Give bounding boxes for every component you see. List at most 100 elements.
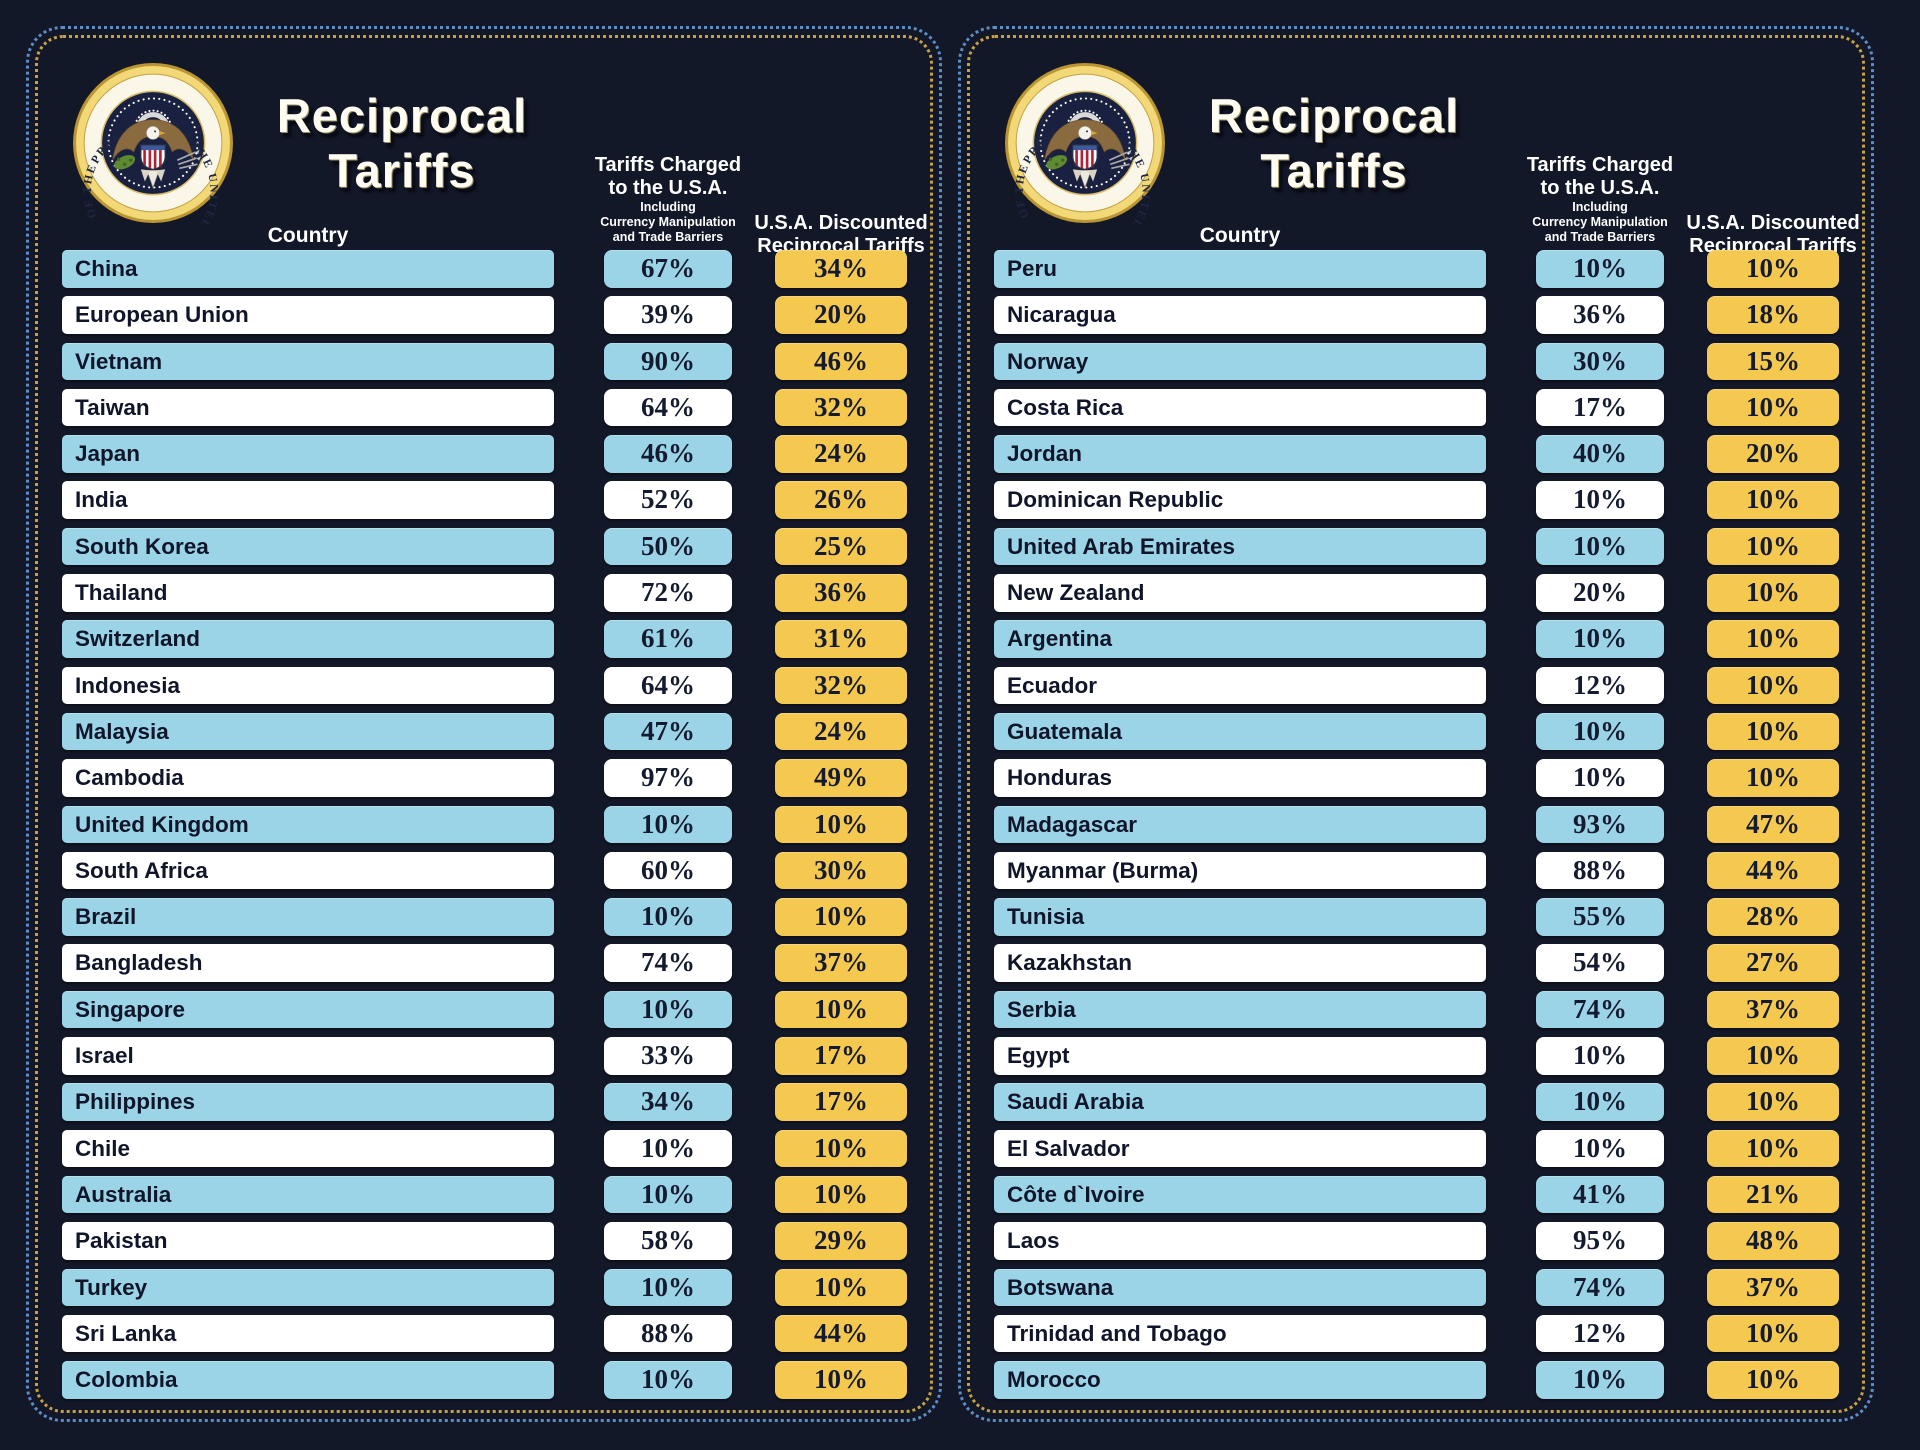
country-cell: Cambodia xyxy=(62,759,554,797)
table-row: Brazil 10% 10% xyxy=(62,898,907,936)
discounted-value: 10% xyxy=(1707,1129,1839,1168)
table-row: Sri Lanka 88% 44% xyxy=(62,1314,907,1353)
table-row: Australia 10% 10% xyxy=(62,1175,907,1214)
charged-value: 10% xyxy=(604,990,732,1029)
discounted-value: 26% xyxy=(775,481,907,519)
country-cell: Chile xyxy=(62,1129,554,1168)
table-row: United Arab Emirates 10% 10% xyxy=(994,527,1839,566)
country-cell: Saudi Arabia xyxy=(994,1083,1486,1121)
table-row: Pakistan 58% 29% xyxy=(62,1222,907,1260)
charged-value: 52% xyxy=(604,481,732,519)
discounted-value: 37% xyxy=(775,944,907,982)
country-cell: Colombia xyxy=(62,1361,554,1399)
table-row: El Salvador 10% 10% xyxy=(994,1129,1839,1168)
country-cell: New Zealand xyxy=(994,574,1486,612)
discounted-value: 30% xyxy=(775,851,907,890)
discounted-value: 10% xyxy=(775,1175,907,1214)
charged-value: 39% xyxy=(604,296,732,334)
charged-header-line1: Tariffs Charged xyxy=(594,154,742,176)
charged-value: 55% xyxy=(1536,898,1664,936)
discounted-value: 10% xyxy=(1707,527,1839,566)
discounted-value: 10% xyxy=(1707,388,1839,427)
discounted-value: 36% xyxy=(775,574,907,612)
page-title: Reciprocal Tariffs xyxy=(276,89,528,197)
country-cell: Indonesia xyxy=(62,666,554,705)
column-header-tariffs-charged: Tariffs Charged to the U.S.A. Including … xyxy=(574,154,762,245)
table-row: India 52% 26% xyxy=(62,481,907,519)
discounted-value: 20% xyxy=(775,296,907,334)
tariff-panel-left: PRESIDENT OF THE UNITED STATES • SEAL • … xyxy=(26,26,942,1422)
discounted-value: 47% xyxy=(1707,805,1839,844)
discounted-value: 10% xyxy=(775,1268,907,1307)
table-row: South Africa 60% 30% xyxy=(62,851,907,890)
presidential-seal-svg: PRESIDENT OF THE UNITED STATES • SEAL • … xyxy=(69,52,233,261)
charged-value: 30% xyxy=(1536,342,1664,381)
table-row: Serbia 74% 37% xyxy=(994,990,1839,1029)
charged-value: 50% xyxy=(604,527,732,566)
charged-value: 58% xyxy=(604,1222,732,1260)
discounted-value: 24% xyxy=(775,712,907,751)
discounted-value: 31% xyxy=(775,620,907,658)
table-row: Bangladesh 74% 37% xyxy=(62,944,907,982)
table-row: Japan 46% 24% xyxy=(62,435,907,473)
charged-value: 10% xyxy=(1536,1037,1664,1075)
country-cell: South Africa xyxy=(62,851,554,890)
tariff-panel-right: PRESIDENT OF THE UNITED STATES • SEAL • … xyxy=(958,26,1874,1422)
discounted-value: 34% xyxy=(775,250,907,288)
charged-value: 47% xyxy=(604,712,732,751)
country-cell: Brazil xyxy=(62,898,554,936)
tariff-table-left: China 67% 34% European Union 39% 20% Vie… xyxy=(62,250,907,1407)
country-cell: Dominican Republic xyxy=(994,481,1486,519)
table-row: Malaysia 47% 24% xyxy=(62,712,907,751)
charged-value: 34% xyxy=(604,1083,732,1121)
table-row: Tunisia 55% 28% xyxy=(994,898,1839,936)
charged-value: 10% xyxy=(604,1175,732,1214)
table-row: South Korea 50% 25% xyxy=(62,527,907,566)
discounted-value: 32% xyxy=(775,666,907,705)
table-row: Indonesia 64% 32% xyxy=(62,666,907,705)
presidential-seal-icon: PRESIDENT OF THE UNITED STATES • SEAL • … xyxy=(1001,52,1166,261)
charged-value: 33% xyxy=(604,1037,732,1075)
charged-value: 10% xyxy=(604,805,732,844)
charged-header-line2: to the U.S.A. xyxy=(1540,177,1660,199)
charged-value: 17% xyxy=(1536,388,1664,427)
table-row: Chile 10% 10% xyxy=(62,1129,907,1168)
table-row: Morocco 10% 10% xyxy=(994,1361,1839,1399)
column-header-tariffs-charged: Tariffs Charged to the U.S.A. Including … xyxy=(1506,154,1694,245)
country-cell: Philippines xyxy=(62,1083,554,1121)
discounted-value: 28% xyxy=(1707,898,1839,936)
discounted-value: 48% xyxy=(1707,1222,1839,1260)
table-row: Jordan 40% 20% xyxy=(994,435,1839,473)
discounted-header-line1: U.S.A. Discounted xyxy=(1686,212,1860,234)
charged-value: 60% xyxy=(604,851,732,890)
country-cell: Taiwan xyxy=(62,388,554,427)
table-row: Côte d`Ivoire 41% 21% xyxy=(994,1175,1839,1214)
charged-header-line2: to the U.S.A. xyxy=(608,177,728,199)
discounted-value: 10% xyxy=(1707,481,1839,519)
charged-header-line1: Tariffs Charged xyxy=(1526,154,1674,176)
presidential-seal-icon: PRESIDENT OF THE UNITED STATES • SEAL • … xyxy=(69,52,234,261)
discounted-value: 10% xyxy=(1707,1361,1839,1399)
country-cell: Jordan xyxy=(994,435,1486,473)
country-cell: India xyxy=(62,481,554,519)
table-row: Norway 30% 15% xyxy=(994,342,1839,381)
discounted-value: 10% xyxy=(1707,759,1839,797)
country-cell: Thailand xyxy=(62,574,554,612)
country-cell: Australia xyxy=(62,1175,554,1214)
tariff-table-right: Peru 10% 10% Nicaragua 36% 18% Norway 30… xyxy=(994,250,1839,1407)
table-row: Nicaragua 36% 18% xyxy=(994,296,1839,334)
charged-value: 10% xyxy=(604,1129,732,1168)
table-row: Colombia 10% 10% xyxy=(62,1361,907,1399)
discounted-value: 18% xyxy=(1707,296,1839,334)
panel-border-outer xyxy=(958,26,1874,1422)
discounted-value: 49% xyxy=(775,759,907,797)
discounted-value: 10% xyxy=(775,805,907,844)
table-row: Argentina 10% 10% xyxy=(994,620,1839,658)
country-cell: Pakistan xyxy=(62,1222,554,1260)
charged-value: 41% xyxy=(1536,1175,1664,1214)
discounted-value: 10% xyxy=(775,1129,907,1168)
charged-value: 93% xyxy=(1536,805,1664,844)
country-cell: China xyxy=(62,250,554,288)
country-cell: Côte d`Ivoire xyxy=(994,1175,1486,1214)
